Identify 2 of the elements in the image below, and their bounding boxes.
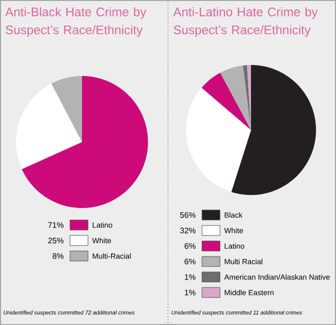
chart-title: Anti-Black Hate Crime by Suspect’s Race/Ethnicity [5,7,146,37]
chart-title: Anti-Latino Hate Crime by Suspect’s Race/Ethnicity [173,7,318,37]
